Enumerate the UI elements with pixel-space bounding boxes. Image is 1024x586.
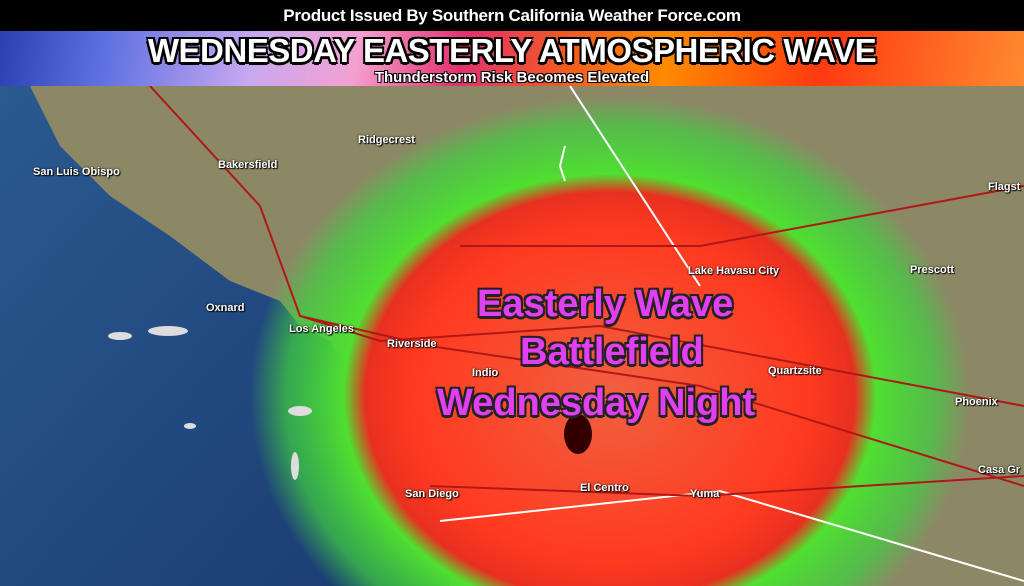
city-label: Phoenix <box>955 396 998 408</box>
city-label: Ridgecrest <box>358 134 415 146</box>
channel-islands <box>108 326 312 480</box>
annotation-line: Easterly Wave <box>477 283 734 325</box>
map-graphics <box>0 86 1024 586</box>
city-label: Los Angeles <box>289 323 354 335</box>
highways <box>149 86 1024 498</box>
city-label: San Diego <box>405 488 459 500</box>
city-label: Yuma <box>690 488 720 500</box>
weather-map: San Luis Obispo Bakersfield Ridgecrest O… <box>0 86 1024 586</box>
state-borders <box>439 86 1024 582</box>
annotation-line: Battlefield <box>520 331 704 373</box>
city-label: Riverside <box>387 338 437 350</box>
city-label: Flagst <box>988 181 1021 193</box>
issuer-bar: Product Issued By Southern California We… <box>0 0 1024 31</box>
city-label: Indio <box>472 367 499 379</box>
risk-zone <box>0 86 1024 586</box>
city-label: San Luis Obispo <box>33 166 120 178</box>
city-label: Quartzsite <box>768 365 822 377</box>
page-title: WEDNESDAY EASTERLY ATMOSPHERIC WAVE <box>147 32 877 69</box>
city-label: Bakersfield <box>218 159 278 171</box>
city-label: Lake Havasu City <box>688 265 780 277</box>
annotation-line: Wednesday Night <box>437 382 756 424</box>
city-label: Oxnard <box>206 302 245 314</box>
page-subtitle: Thunderstorm Risk Becomes Elevated <box>374 69 650 86</box>
salton-sea <box>564 414 592 454</box>
title-banner: WEDNESDAY EASTERLY ATMOSPHERIC WAVE Thun… <box>0 31 1024 86</box>
city-label: El Centro <box>580 482 629 494</box>
city-label: Prescott <box>910 264 955 276</box>
city-label: Casa Gr <box>978 464 1021 476</box>
